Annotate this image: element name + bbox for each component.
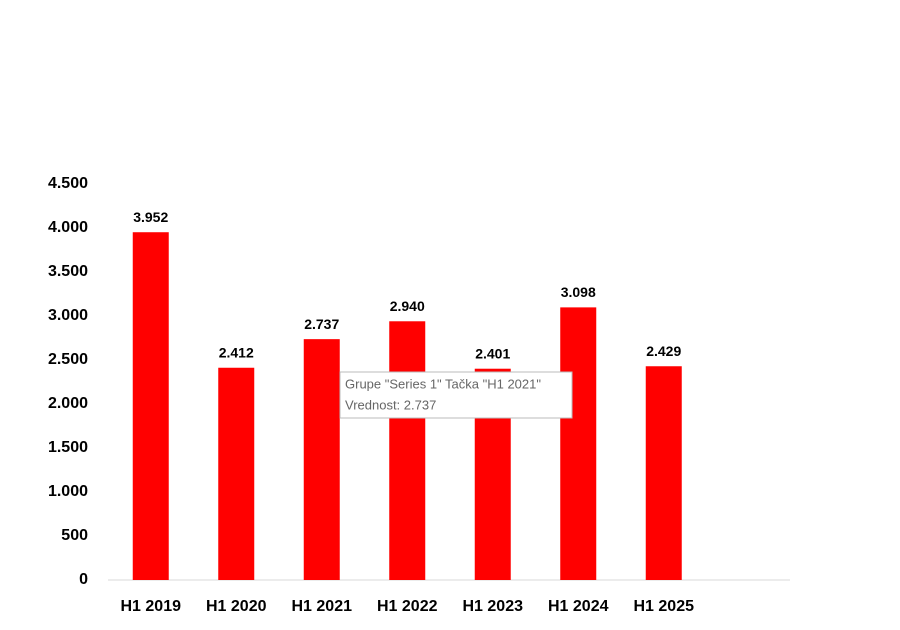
x-tick-label: H1 2019	[121, 598, 182, 615]
y-tick-label: 4.500	[48, 175, 88, 192]
y-tick-label: 1.000	[48, 483, 88, 500]
tooltip: Grupe "Series 1" Tačka "H1 2021" Vrednost…	[339, 371, 573, 419]
tooltip-text: Grupe "Series 1" Tačka "H1 2021"	[345, 376, 541, 391]
bar	[218, 367, 255, 580]
x-tick-label: H1 2021	[292, 598, 353, 615]
data-label: 2.940	[390, 298, 425, 314]
x-tick-label: H1 2022	[377, 598, 438, 615]
data-label: 3.098	[561, 284, 596, 300]
y-tick-label: 4.000	[48, 219, 88, 236]
y-tick-label: 0	[79, 571, 88, 588]
y-tick-label: 3.500	[48, 263, 88, 280]
y-tick-label: 500	[61, 527, 88, 544]
y-tick-label: 2.500	[48, 351, 88, 368]
x-tick-label: H1 2023	[463, 598, 524, 615]
data-label: 2.737	[304, 316, 339, 332]
x-tick-label: H1 2020	[206, 598, 267, 615]
data-label: 2.401	[475, 345, 510, 361]
bar	[645, 366, 682, 580]
bar	[389, 321, 426, 580]
data-label: 2.429	[646, 343, 681, 359]
tooltip-text: Vrednost: 2.737	[345, 397, 436, 412]
tooltip-box	[339, 371, 573, 419]
bar	[560, 307, 597, 580]
y-tick-label: 3.000	[48, 307, 88, 324]
data-label: 3.952	[133, 209, 168, 225]
x-tick-label: H1 2025	[634, 598, 695, 615]
bar	[303, 339, 340, 580]
data-label: 2.412	[219, 344, 254, 360]
bar	[132, 232, 169, 580]
x-tick-label: H1 2024	[548, 598, 609, 615]
y-tick-label: 1.500	[48, 439, 88, 456]
y-tick-label: 2.000	[48, 395, 88, 412]
